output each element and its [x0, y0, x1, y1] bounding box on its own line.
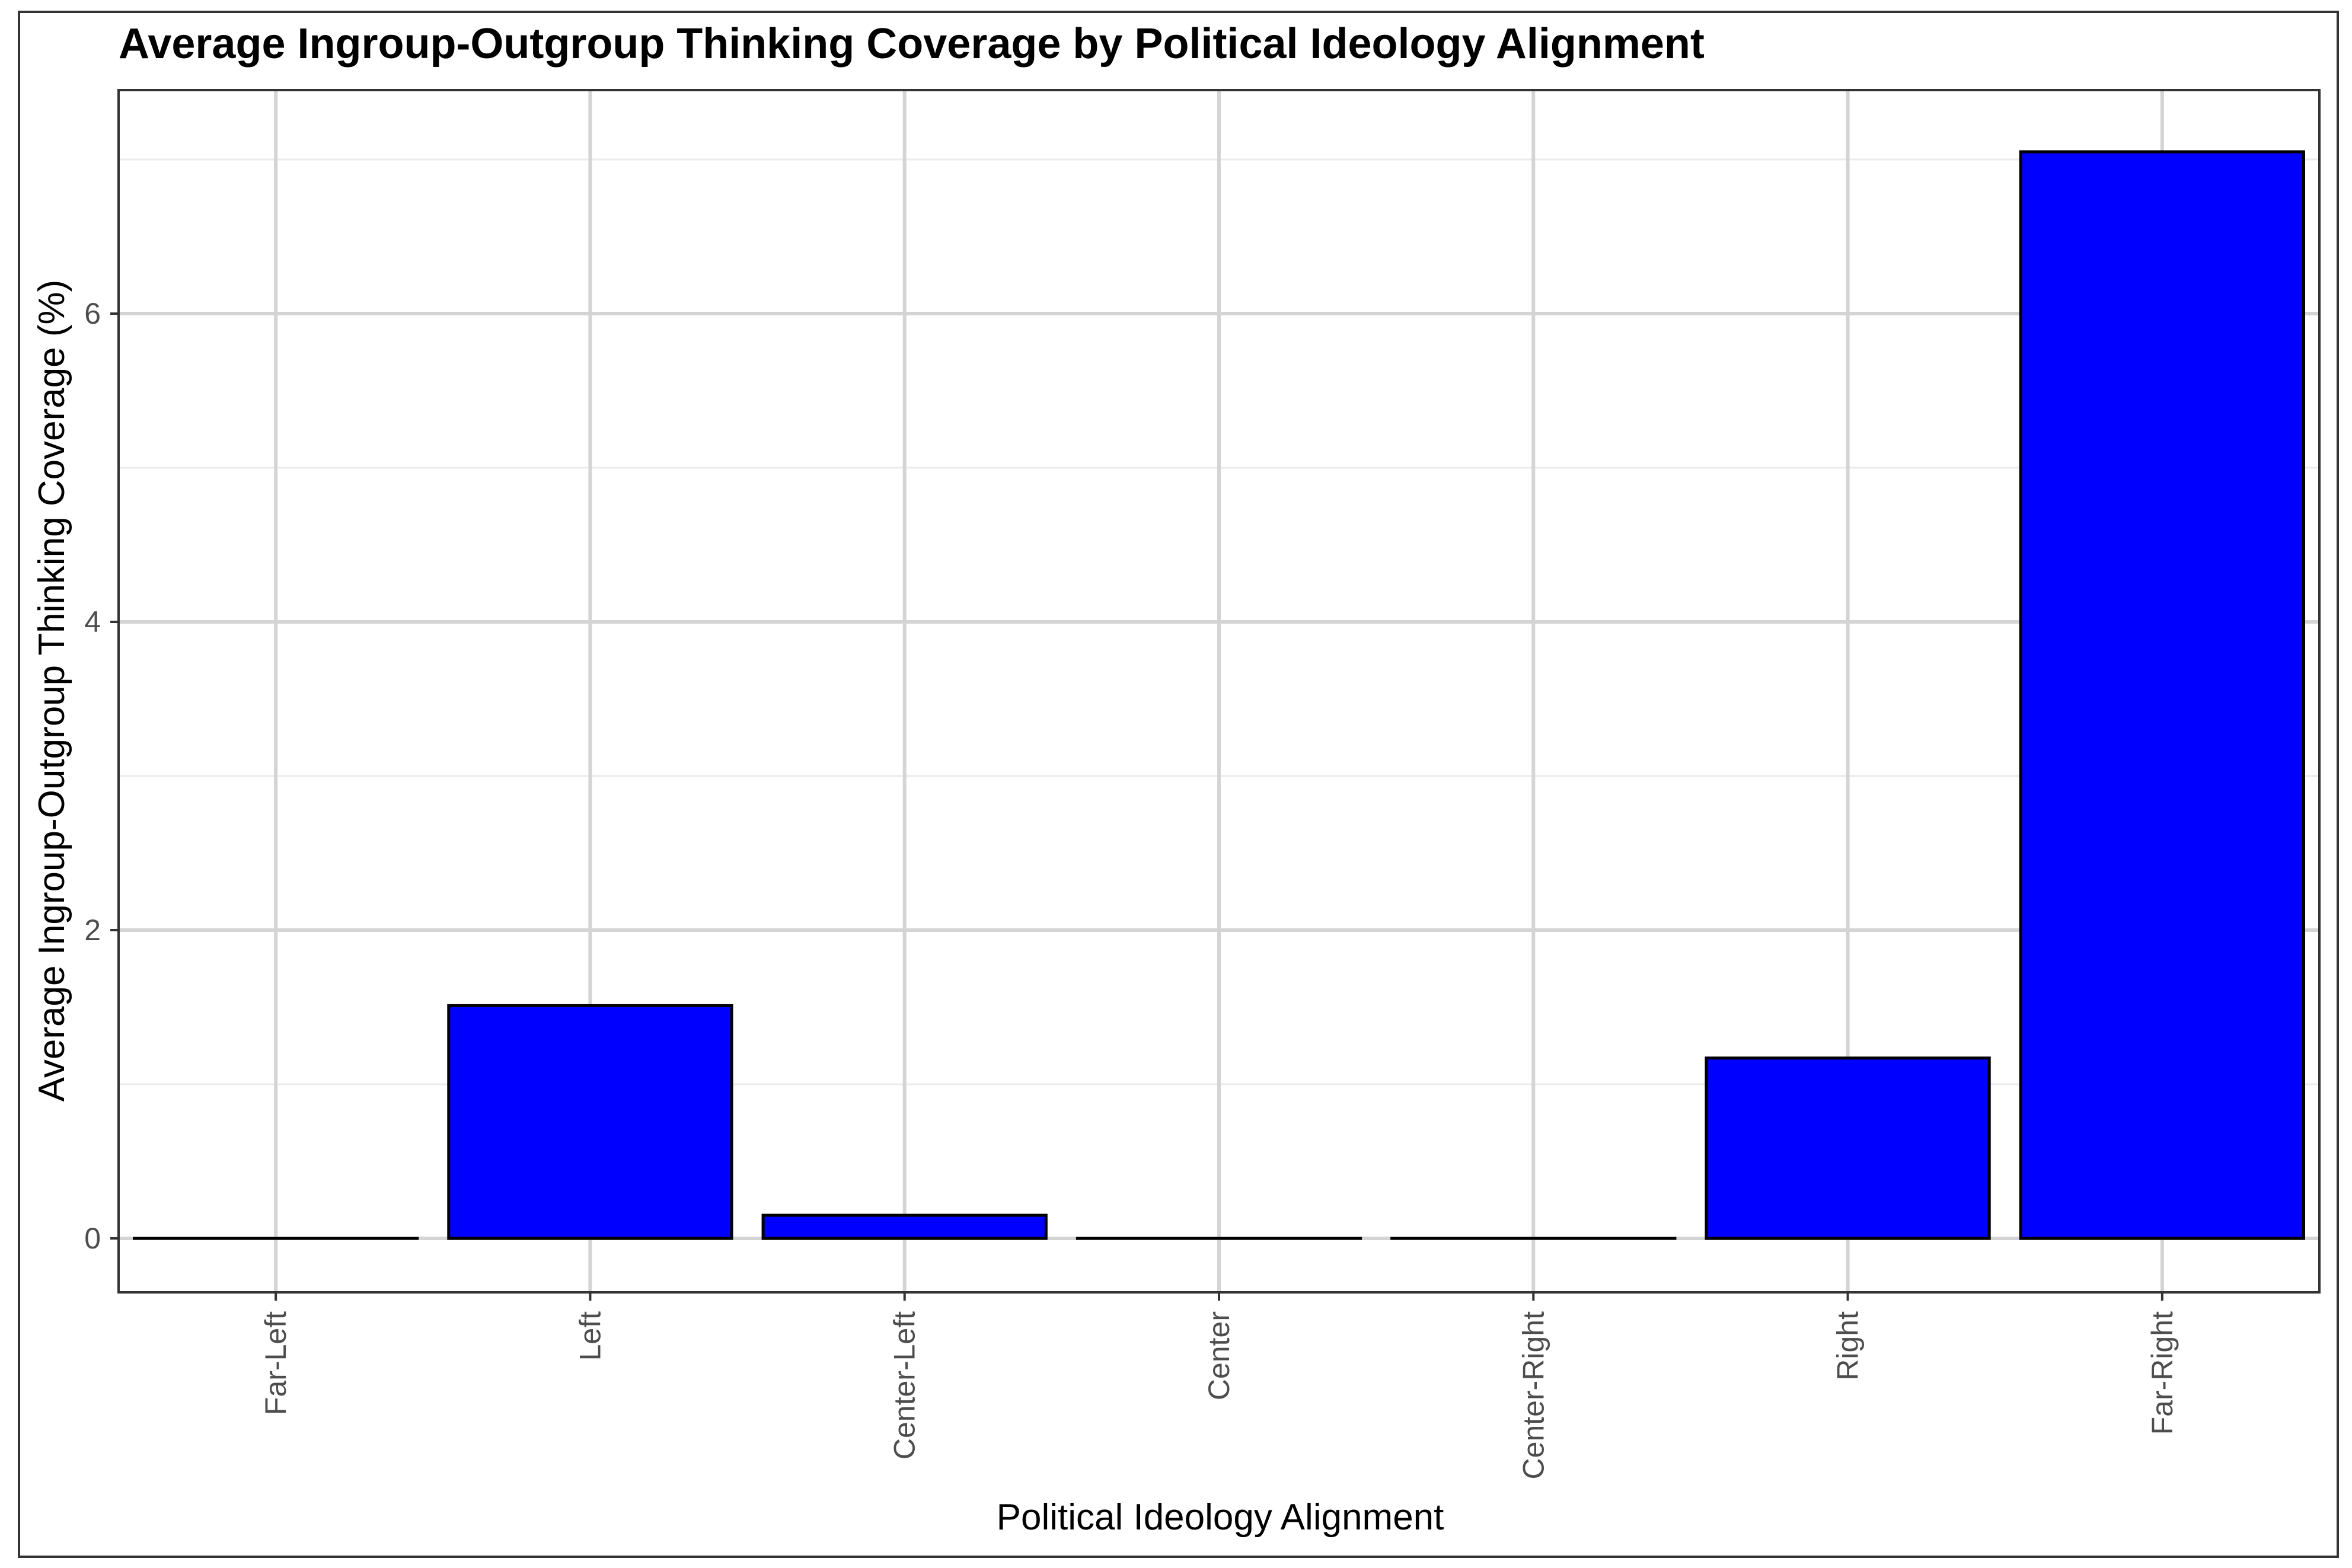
x-axis-ticks: Far-Left Left Center-Left Center Center-Righ… [259, 1292, 2179, 1479]
x-tick-label: Right [1831, 1311, 1865, 1381]
bar-center-left [761, 1213, 1048, 1240]
y-axis-title: Average Ingroup-Outgroup Thinking Covera… [31, 280, 72, 1102]
x-axis-title: Political Ideology Alignment [997, 1497, 1444, 1538]
x-tick-label: Center-Left [888, 1311, 921, 1460]
bar-left [447, 1004, 733, 1240]
bar-far-right [2019, 150, 2305, 1240]
major-gridlines [119, 90, 2319, 1292]
x-tick-label: Left [573, 1311, 607, 1361]
bar-right [1705, 1056, 1991, 1240]
chart-title: Average Ingroup-Outgroup Thinking Covera… [119, 20, 1705, 68]
x-tick-label: Center-Right [1517, 1311, 1550, 1480]
chart-frame [18, 11, 2339, 1558]
y-tick-label: 2 [84, 914, 101, 947]
x-tick-label: Far-Left [259, 1311, 292, 1415]
y-axis-ticks: 0 2 4 6 [84, 297, 119, 1255]
x-tick-label: Center [1202, 1311, 1236, 1400]
y-tick-label: 4 [84, 605, 101, 638]
bars [133, 150, 2305, 1240]
x-tick-label: Far-Right [2146, 1311, 2179, 1435]
y-tick-label: 0 [84, 1222, 101, 1255]
y-tick-label: 6 [84, 297, 101, 330]
